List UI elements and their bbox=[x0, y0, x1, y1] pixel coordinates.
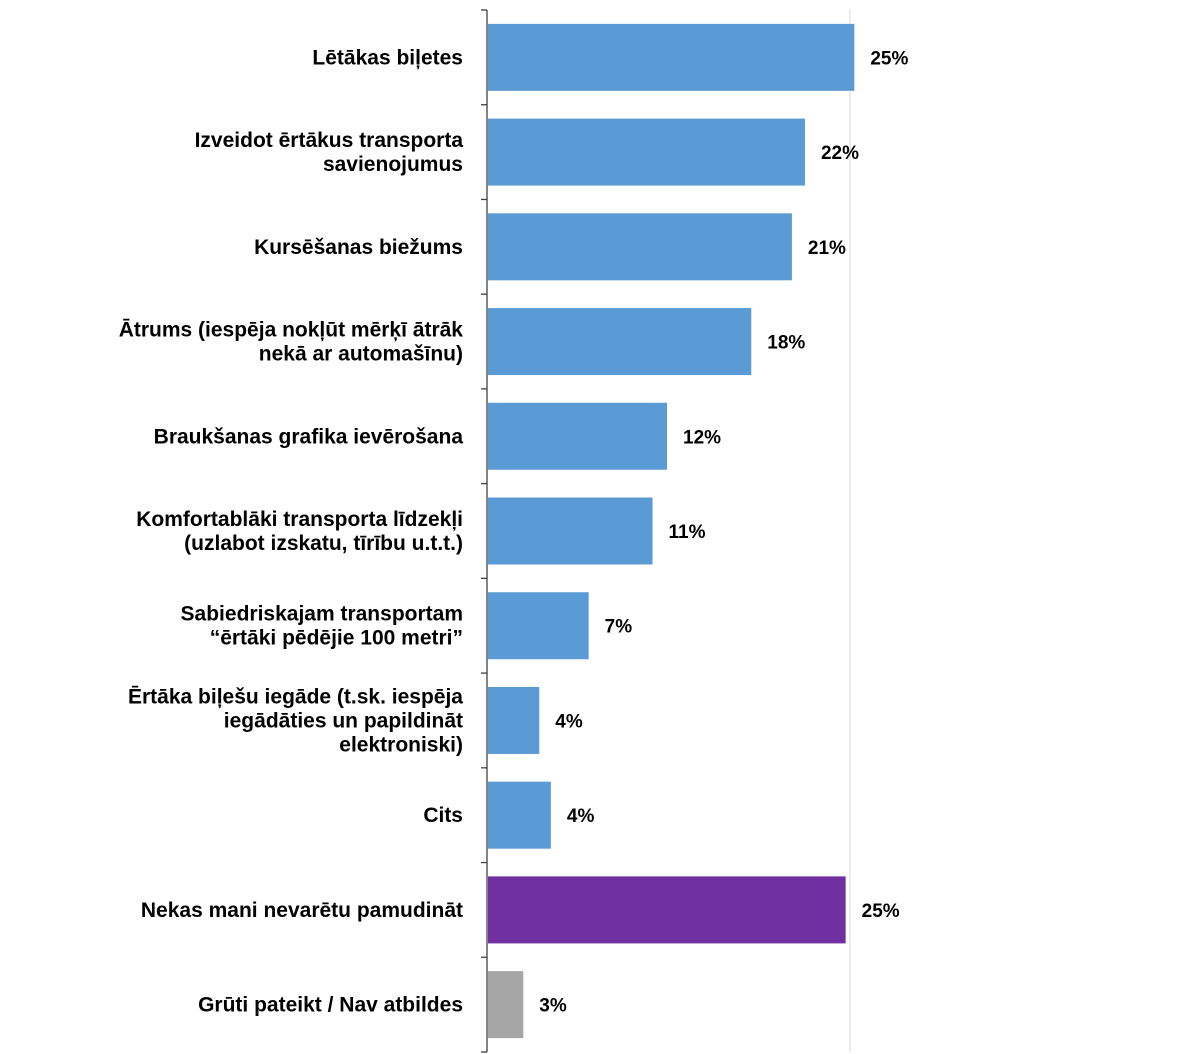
category-label-line: Nekas mani nevarētu pamudināt bbox=[141, 899, 463, 922]
value-labels: 25% 22% 21% 18% 12% 11% 7% 4% 4% 25% 3% bbox=[539, 48, 908, 1016]
category-label-line: (uzlabot izskatu, tīrību u.t.t.) bbox=[184, 532, 463, 555]
category-label-line: Sabiedriskajam transportam bbox=[181, 603, 463, 626]
category-label-line: elektroniski) bbox=[339, 733, 463, 756]
bar bbox=[488, 497, 653, 565]
gridlines bbox=[849, 10, 851, 1052]
data-label: 21% bbox=[808, 238, 846, 259]
category-label: Komfortablāki transporta līdzekļi (uzlabo… bbox=[136, 508, 463, 555]
category-label-line: Lētākas biļetes bbox=[312, 46, 463, 69]
bar bbox=[488, 781, 551, 849]
category-label-line: Cits bbox=[423, 804, 463, 827]
data-label: 7% bbox=[605, 617, 633, 638]
bar bbox=[488, 971, 524, 1039]
category-label: Braukšanas grafika ievērošana bbox=[154, 425, 464, 448]
category-label-line: savienojumus bbox=[323, 153, 463, 176]
category-label: Ērtāka biļešu iegāde (t.sk. iespēja iegād… bbox=[128, 685, 463, 756]
category-label-line: Komfortablāki transporta līdzekļi bbox=[136, 508, 463, 531]
bar bbox=[488, 592, 589, 660]
bar bbox=[488, 686, 540, 754]
category-label: Ātrums (iespēja nokļūt mērķī ātrāk nekā a… bbox=[119, 319, 464, 366]
category-label-line: Ātrums (iespēja nokļūt mērķī ātrāk bbox=[119, 319, 464, 342]
bar bbox=[488, 876, 846, 944]
bar bbox=[488, 308, 752, 376]
category-label: Lētākas biļetes bbox=[312, 46, 463, 69]
data-label: 4% bbox=[567, 806, 595, 827]
data-label: 12% bbox=[683, 427, 721, 448]
data-label: 3% bbox=[539, 996, 567, 1017]
bar bbox=[488, 118, 805, 186]
category-label-line: Braukšanas grafika ievērošana bbox=[154, 425, 464, 448]
data-label: 22% bbox=[821, 143, 859, 164]
category-label-line: Kursēšanas biežums bbox=[254, 236, 463, 259]
bar bbox=[488, 23, 855, 91]
category-label: Izveidot ērtākus transporta savienojumus bbox=[195, 129, 464, 176]
data-label: 11% bbox=[669, 522, 706, 543]
category-label: Nekas mani nevarētu pamudināt bbox=[141, 899, 463, 922]
data-label: 4% bbox=[555, 711, 583, 732]
category-label-line: “ērtāki pēdējie 100 metri” bbox=[210, 627, 463, 650]
category-label-line: Izveidot ērtākus transporta bbox=[195, 129, 464, 152]
bars bbox=[488, 23, 855, 1039]
category-label-line: Ērtāka biļešu iegāde (t.sk. iespēja bbox=[128, 685, 463, 708]
category-labels: Lētākas biļetes Izveidot ērtākus transpor… bbox=[119, 46, 464, 1016]
category-label: Cits bbox=[423, 804, 463, 827]
bar bbox=[488, 402, 668, 470]
category-label: Kursēšanas biežums bbox=[254, 236, 463, 259]
category-label: Grūti pateikt / Nav atbildes bbox=[198, 994, 463, 1017]
data-label: 25% bbox=[862, 901, 900, 922]
category-axis bbox=[481, 9, 488, 1053]
data-label: 18% bbox=[767, 333, 805, 354]
category-label-line: Grūti pateikt / Nav atbildes bbox=[198, 994, 463, 1017]
data-label: 25% bbox=[870, 48, 908, 69]
category-label-line: iegādāties un papildināt bbox=[224, 709, 463, 732]
category-label-line: nekā ar automašīnu) bbox=[259, 343, 463, 366]
bar bbox=[488, 213, 792, 281]
category-label: Sabiedriskajam transportam “ērtāki pēdēji… bbox=[181, 603, 463, 650]
